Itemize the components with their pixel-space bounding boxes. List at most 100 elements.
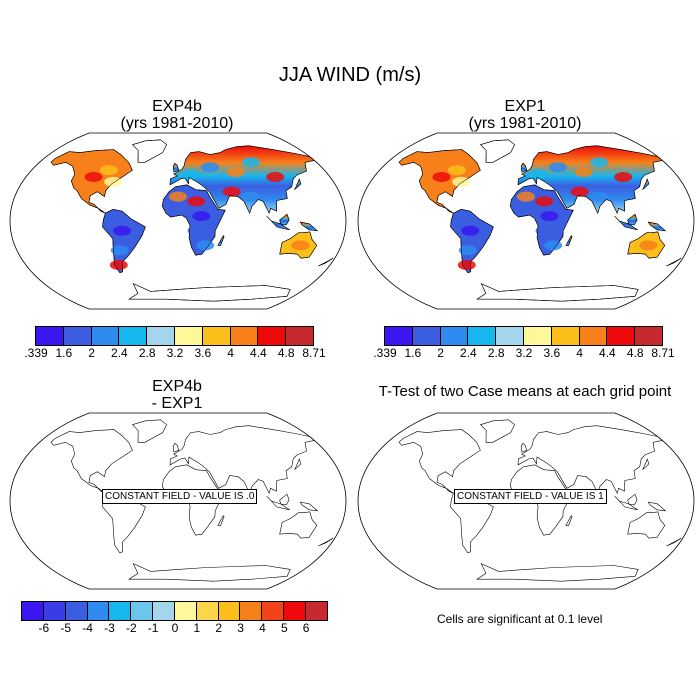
coastline-overlay-africa [510,184,574,256]
wind-field-patch [458,245,477,256]
coastline-overlay-greenland [480,139,515,163]
coastline-overlay-newzealand [318,257,334,267]
wind-field-patch [84,157,103,168]
colorbar-tick-label: 3.6 [194,346,212,360]
wind-field-patch [187,225,206,236]
panel-4-title-line1: T-Test of two Case means at each grid po… [378,383,672,400]
wind-field-patch [226,167,245,178]
wind-field-patch [196,240,215,251]
wind-field-patch [535,225,554,236]
colorbar-difference [21,601,328,621]
colorbar-tick-label: -3 [104,621,115,635]
colorbar-tick-label: .339 [24,346,48,360]
colorbar-tick-label: 4 [259,621,266,635]
coastline-overlay-indonesia [266,215,290,231]
coastline-uk [520,442,528,453]
coastline-newzealand [666,537,682,547]
coastline-overlay-indonesia [614,215,638,231]
colorbar-wind-left [35,326,314,346]
wind-field-patch [84,172,103,182]
coastline-newzealand [318,537,334,547]
colorbar-tick-label: 5 [280,621,288,635]
colorbar-tick-label: 2.4 [111,346,128,360]
colorbar-tick-label: 4.8 [277,346,295,360]
coastline-overlay-japan [294,178,302,190]
wind-field-patch [109,260,128,270]
coastline-overlay-eurasia [517,145,663,214]
coastline-overlay-namerica [398,149,481,214]
coastline-japan [642,458,650,470]
panel-3-title-line1: EXP4b [152,378,202,395]
colorbar-swatch [550,326,580,346]
colorbar-tick-label: 4.4 [250,346,267,360]
coastline-overlay-namerica [50,149,133,214]
colorbar-swatch [62,326,92,346]
colorbar-swatch [201,326,231,346]
colorbar-swatch [522,326,552,346]
coastline-newguinea [647,501,667,512]
coastline-overlay-greenland [132,139,167,163]
colorbar-swatch [283,601,306,621]
figure-title: JJA WIND (m/s) [278,64,422,86]
colorbar-tick-label: 2.4 [460,346,477,360]
constant-field-label-diff: CONSTANT FIELD - VALUE IS .0 [102,489,258,504]
coastline-overlay-samerica [102,209,146,274]
colorbar-tick-label: .339 [373,346,397,360]
wind-field-patch [457,260,476,270]
colorbar-swatch [495,326,524,346]
colorbar-tick-label: -5 [60,621,72,635]
coastline-japan [294,458,302,470]
coastline-overlay-uk [172,162,180,173]
colorbar-tick-label: 2.8 [487,346,505,360]
coastline-overlay-newzealand [666,257,682,267]
colorbar-tick-label: 8.71 [302,346,326,360]
coastline-greenland [131,419,167,443]
coastline-madagascar [217,515,225,526]
coastline-borneo [279,493,290,506]
coastline-overlay-samerica [450,209,494,274]
wind-field-patch [291,240,310,251]
wind-field-patch [242,157,261,168]
coastline-namerica [398,429,481,494]
wind-field-patch [535,196,554,207]
colorbar-swatch [285,326,314,346]
colorbar-swatch [411,326,441,346]
wind-field-patch [544,240,563,251]
colorbar-swatch [229,326,259,346]
panel-3-title-line2: - EXP1 [151,395,203,412]
wind-field-patch [447,165,466,176]
wind-field-patch [589,191,608,202]
wind-field-patch [187,196,206,207]
coastline-eurasia [169,425,315,495]
colorbar-tick-label: 3.2 [166,346,184,360]
wind-field-patch [169,191,187,202]
wind-field-patch [241,191,260,202]
wind-field-patch [99,165,118,176]
panel-2-title-line1: EXP1 [504,98,546,115]
coastline-overlay-antarctica [476,283,639,302]
colorbar-swatch [304,601,328,621]
colorbar-tick-label: 2 [215,621,223,635]
colorbar-tick-label: -2 [125,621,137,635]
colorbar-swatch [261,601,285,621]
colorbar-tick-label: -6 [38,621,50,635]
coastline-overlay-madagascar [565,235,573,246]
wind-field-patch [110,245,129,256]
coastline-borneo [627,493,638,506]
coastline-overlay-africa [162,184,226,256]
wind-field-patch [192,211,211,222]
colorbar-swatch [606,326,636,346]
colorbar-tick-label: 4 [227,346,234,360]
coastline-overlay-newguinea [647,221,667,232]
map-panel-exp4b [9,132,347,310]
coastline-overlay-madagascar [217,235,225,246]
colorbar-tick-label: 4.4 [599,346,616,360]
coastline-overlay-antarctica [128,283,291,302]
significance-note: Cells are significant at 0.1 level [437,612,603,626]
wind-field-patch [614,172,633,182]
wind-field-patch [590,157,609,168]
coastline-eurasia [517,425,663,495]
colorbar-tick-label: 1 [193,621,201,635]
colorbar-swatch [634,326,663,346]
coastline-overlay-uk [520,162,528,173]
